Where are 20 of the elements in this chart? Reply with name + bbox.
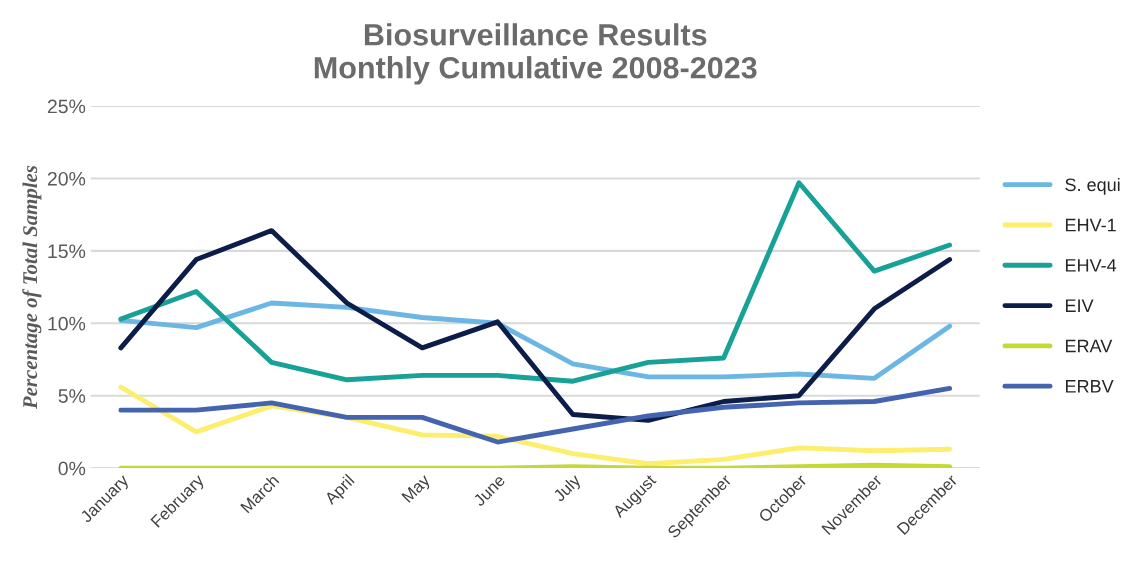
legend-label: S. equi bbox=[1065, 177, 1120, 195]
legend-label: EIV bbox=[1065, 299, 1094, 312]
y-tick-label: 5% bbox=[58, 389, 86, 403]
line-series bbox=[118, 386, 953, 445]
legend-label: EHV-1 bbox=[1065, 218, 1116, 232]
legend-label: ERAV bbox=[1065, 339, 1113, 353]
chart-title: Biosurveillance Results Monthly Cumulative 2008-2023 bbox=[314, 23, 757, 85]
line-series bbox=[118, 180, 953, 384]
y-axis-title: Percentage of Total Samples bbox=[22, 165, 42, 410]
legend-label: EHV-4 bbox=[1065, 259, 1117, 272]
y-tick-label: 0% bbox=[58, 461, 86, 476]
y-tick-label: 10% bbox=[48, 316, 86, 331]
line-series bbox=[118, 228, 953, 423]
y-tick-label: 25% bbox=[47, 99, 86, 114]
legend-label: ERBV bbox=[1065, 380, 1114, 393]
y-tick-label: 20% bbox=[47, 171, 86, 186]
x-tick-label: July bbox=[552, 473, 584, 505]
line-series bbox=[118, 300, 953, 381]
x-tick-label: May bbox=[401, 473, 434, 506]
y-tick-label: 15% bbox=[48, 244, 86, 259]
